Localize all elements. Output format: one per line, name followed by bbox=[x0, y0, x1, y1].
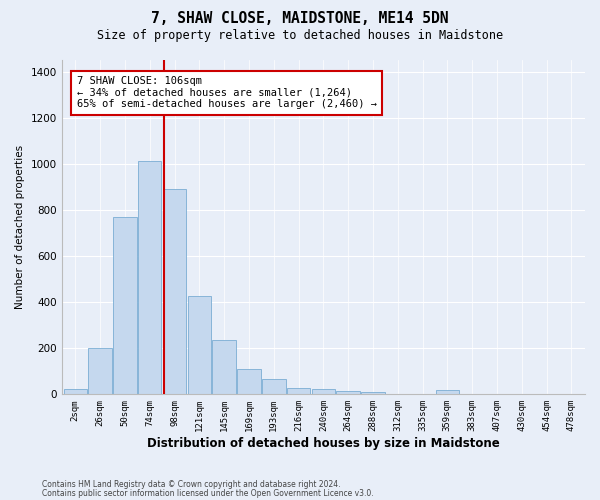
Text: 7 SHAW CLOSE: 106sqm
← 34% of detached houses are smaller (1,264)
65% of semi-de: 7 SHAW CLOSE: 106sqm ← 34% of detached h… bbox=[77, 76, 377, 110]
Text: Contains public sector information licensed under the Open Government Licence v3: Contains public sector information licen… bbox=[42, 488, 374, 498]
Text: Size of property relative to detached houses in Maidstone: Size of property relative to detached ho… bbox=[97, 29, 503, 42]
Bar bbox=[212, 340, 236, 394]
Text: 7, SHAW CLOSE, MAIDSTONE, ME14 5DN: 7, SHAW CLOSE, MAIDSTONE, ME14 5DN bbox=[151, 11, 449, 26]
Bar bbox=[337, 391, 360, 394]
Bar bbox=[237, 369, 261, 394]
Bar bbox=[113, 217, 137, 394]
Bar bbox=[287, 388, 310, 394]
Bar bbox=[88, 348, 112, 395]
Bar bbox=[311, 390, 335, 394]
Bar bbox=[64, 388, 87, 394]
Text: Contains HM Land Registry data © Crown copyright and database right 2024.: Contains HM Land Registry data © Crown c… bbox=[42, 480, 341, 489]
Bar bbox=[262, 378, 286, 394]
Bar bbox=[188, 296, 211, 394]
Bar bbox=[436, 390, 459, 394]
Y-axis label: Number of detached properties: Number of detached properties bbox=[15, 145, 25, 309]
X-axis label: Distribution of detached houses by size in Maidstone: Distribution of detached houses by size … bbox=[147, 437, 500, 450]
Bar bbox=[138, 162, 161, 394]
Bar bbox=[361, 392, 385, 394]
Bar bbox=[163, 189, 186, 394]
